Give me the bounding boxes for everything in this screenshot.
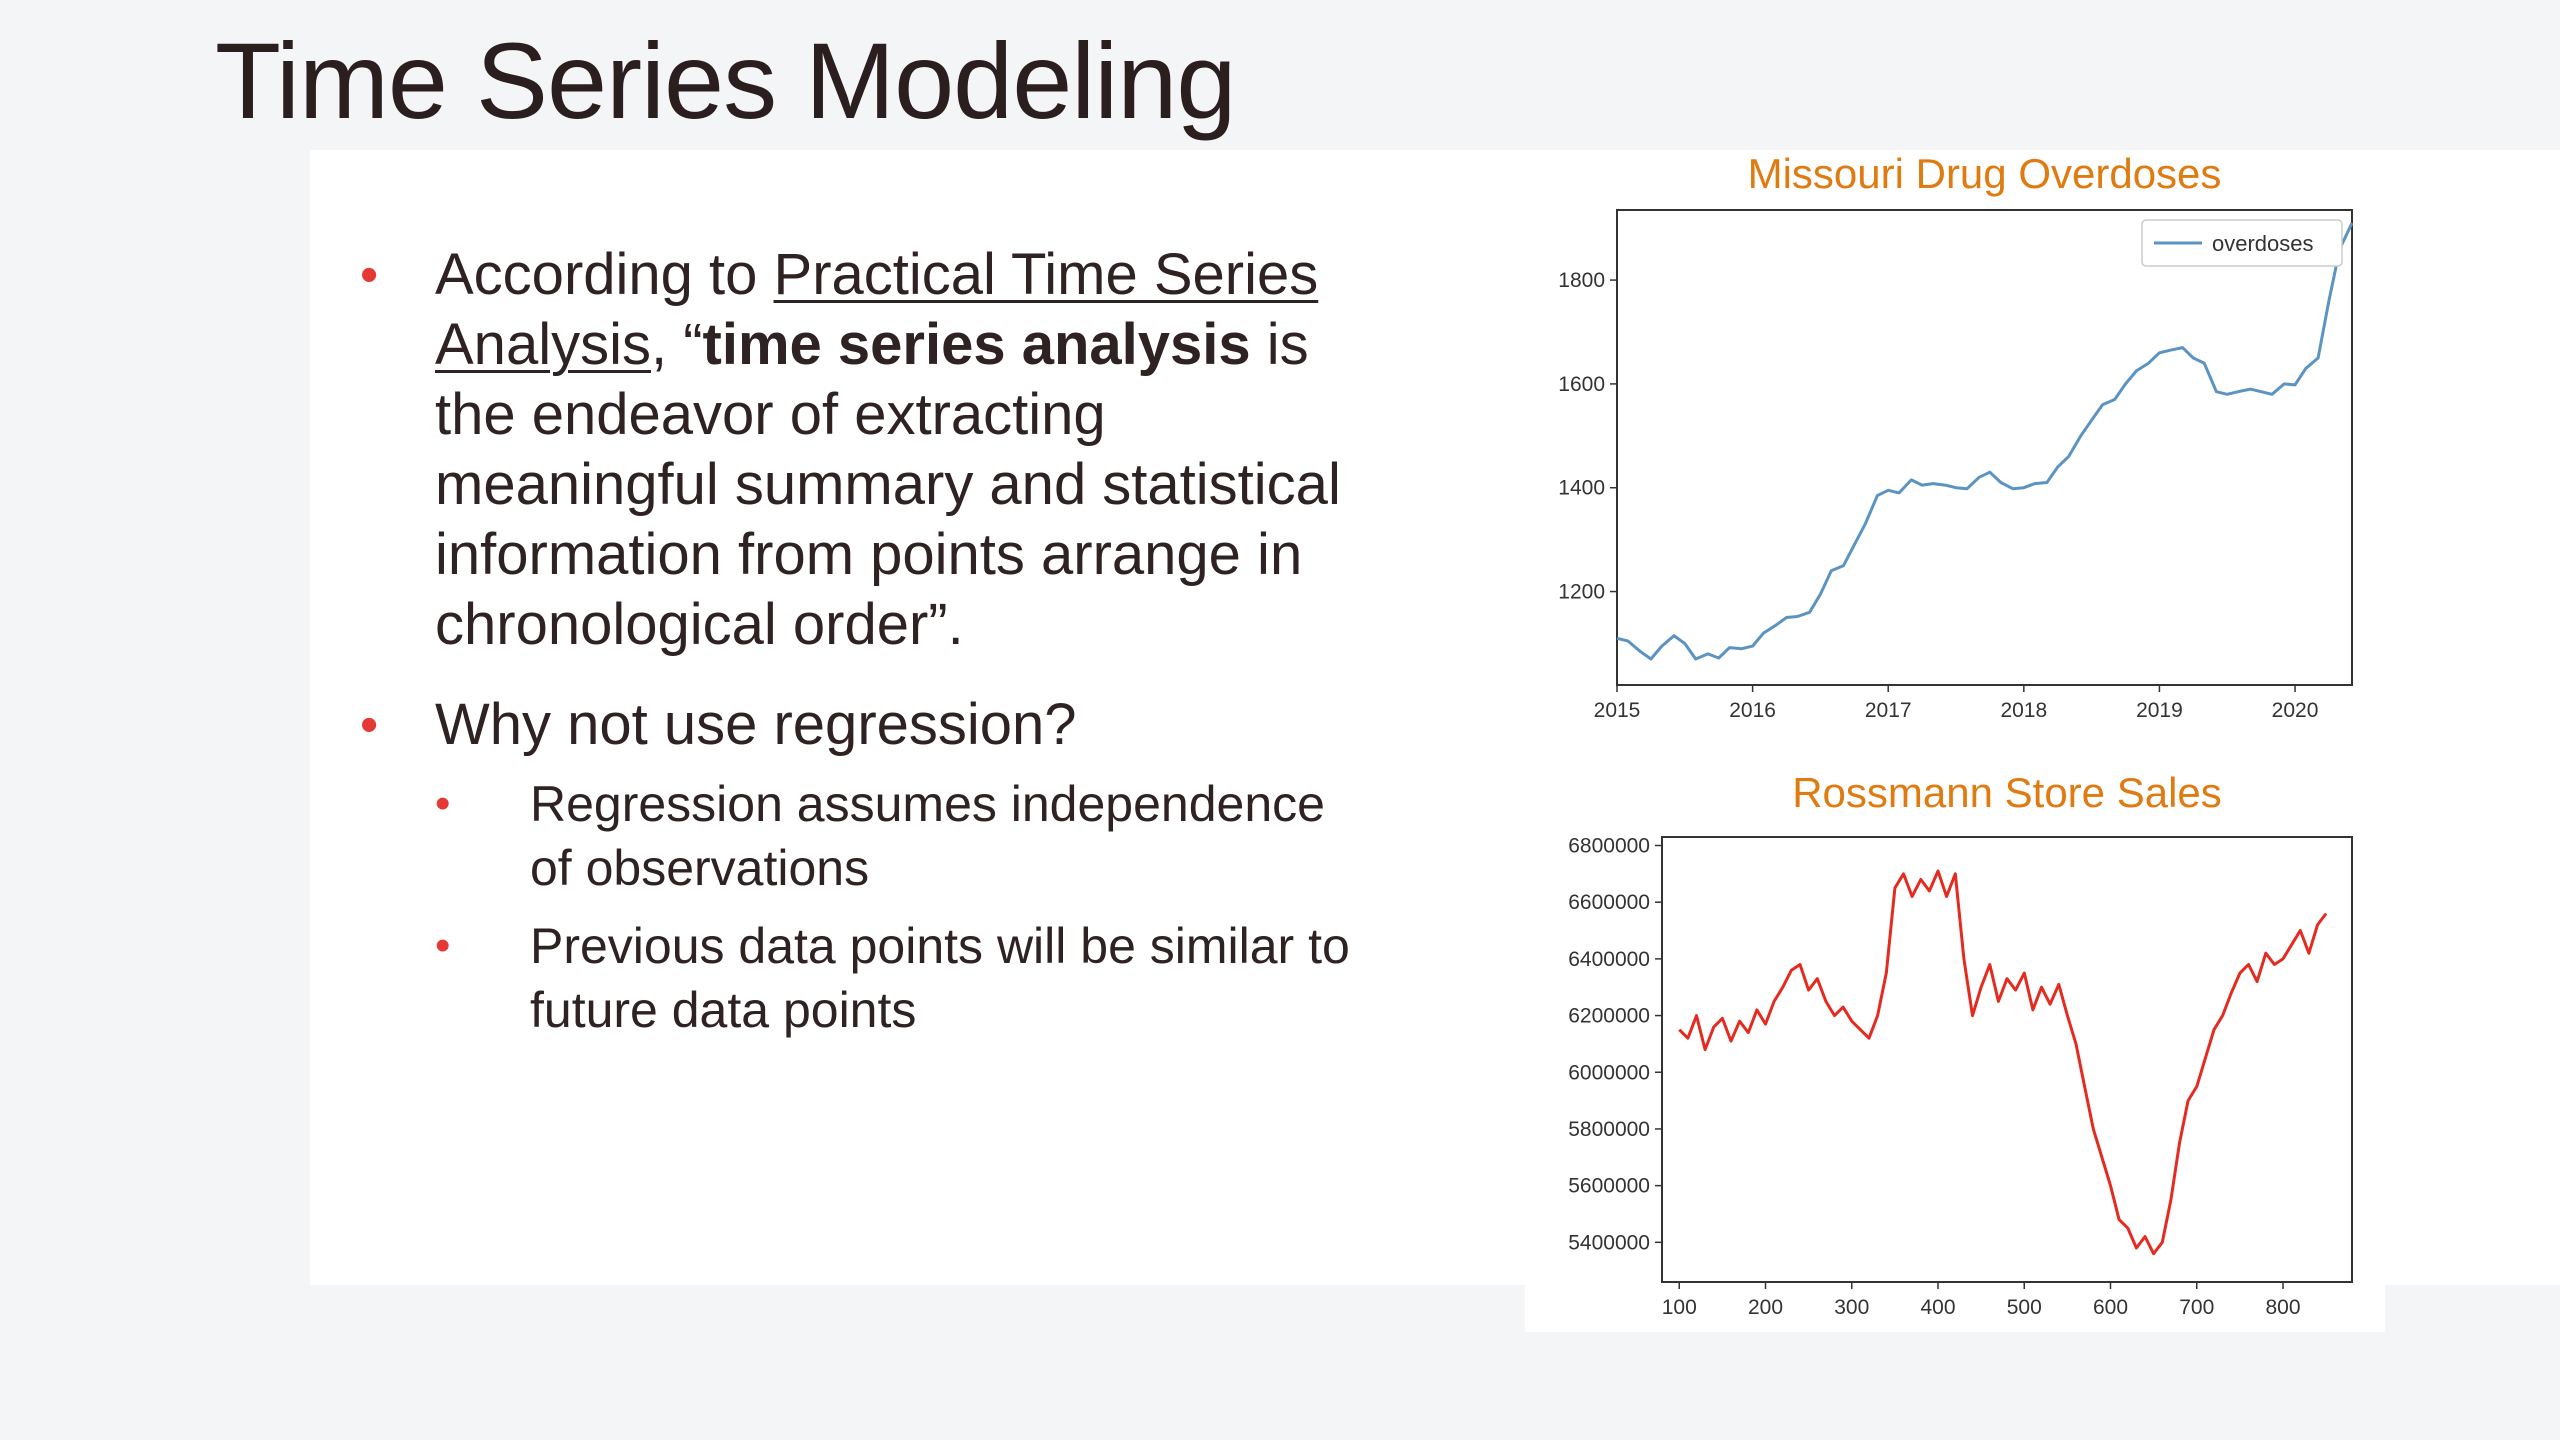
y-tick-label: 1200 bbox=[1558, 581, 1605, 604]
bullet-definition-bold: time series analysis bbox=[702, 312, 1251, 377]
bullet-list: According to Practical Time Series Analy… bbox=[360, 240, 1360, 1042]
x-tick-label: 2016 bbox=[1729, 699, 1776, 722]
legend-box bbox=[2141, 219, 2343, 267]
x-tick-label: 500 bbox=[2007, 1296, 2042, 1319]
plot-frame bbox=[1661, 836, 2353, 1283]
chart-panel bbox=[1525, 150, 2385, 1332]
book-title-link[interactable]: Practical Time Series Analysis bbox=[435, 242, 1319, 377]
x-tick-label: 700 bbox=[2179, 1296, 2214, 1319]
y-tick-label: 5600000 bbox=[1568, 1175, 1650, 1198]
chart-title: Missouri Drug Overdoses bbox=[1748, 150, 2222, 197]
chart-title: Rossmann Store Sales bbox=[1792, 769, 2222, 816]
legend-label: overdoses bbox=[2212, 231, 2314, 256]
slide-title: Time Series Modeling bbox=[215, 20, 1236, 141]
x-tick-label: 2020 bbox=[2272, 699, 2319, 722]
x-tick-label: 400 bbox=[1920, 1296, 1955, 1319]
bullet-regression-text: Why not use regression? bbox=[435, 692, 1077, 757]
series-line bbox=[1678, 869, 2328, 1256]
x-tick-label: 2015 bbox=[1594, 699, 1641, 722]
x-tick-label: 200 bbox=[1748, 1296, 1783, 1319]
plot-frame bbox=[1616, 209, 2353, 686]
y-tick-label: 5400000 bbox=[1568, 1231, 1650, 1254]
sub-bullet-list: Regression assumes independence of obser… bbox=[435, 772, 1360, 1042]
overdoses-chart: Missouri Drug Overdoses 2015 2016 2017 2018 2… bbox=[1558, 150, 2354, 722]
sub-bullet-similarity: Previous data points will be similar to … bbox=[435, 914, 1360, 1042]
bullet-definition-post: is the endeavor of extracting meaningful… bbox=[435, 312, 1341, 657]
y-tick-label: 6000000 bbox=[1568, 1061, 1650, 1084]
x-tick-label: 2017 bbox=[1865, 699, 1912, 722]
x-tick-label: 600 bbox=[2093, 1296, 2128, 1319]
sales-chart: Rossmann Store Sales 100 200 300 400 500 600 70… bbox=[1568, 769, 2353, 1319]
bullet-text-block: According to Practical Time Series Analy… bbox=[360, 240, 1360, 1072]
y-tick-label: 6600000 bbox=[1568, 891, 1650, 914]
x-tick-label: 2019 bbox=[2136, 699, 2183, 722]
y-tick-label: 1600 bbox=[1558, 373, 1605, 396]
series-line bbox=[1616, 222, 2354, 661]
x-tick-label: 300 bbox=[1834, 1296, 1869, 1319]
x-tick-label: 800 bbox=[2265, 1296, 2300, 1319]
y-tick-label: 6400000 bbox=[1568, 948, 1650, 971]
y-tick-label: 1400 bbox=[1558, 477, 1605, 500]
bullet-definition-pre: According to bbox=[435, 242, 774, 307]
y-tick-label: 6200000 bbox=[1568, 1005, 1650, 1028]
x-tick-label: 2018 bbox=[2000, 699, 2047, 722]
bullet-regression-question: Why not use regression? Regression assum… bbox=[360, 690, 1360, 1042]
bullet-definition: According to Practical Time Series Analy… bbox=[360, 240, 1360, 660]
x-tick-label: 100 bbox=[1662, 1296, 1697, 1319]
y-tick-label: 6800000 bbox=[1568, 835, 1650, 858]
bullet-definition-mid: , “ bbox=[650, 312, 703, 377]
y-tick-label: 1800 bbox=[1558, 269, 1605, 292]
y-tick-label: 5800000 bbox=[1568, 1118, 1650, 1141]
sub-bullet-independence: Regression assumes independence of obser… bbox=[435, 772, 1360, 900]
